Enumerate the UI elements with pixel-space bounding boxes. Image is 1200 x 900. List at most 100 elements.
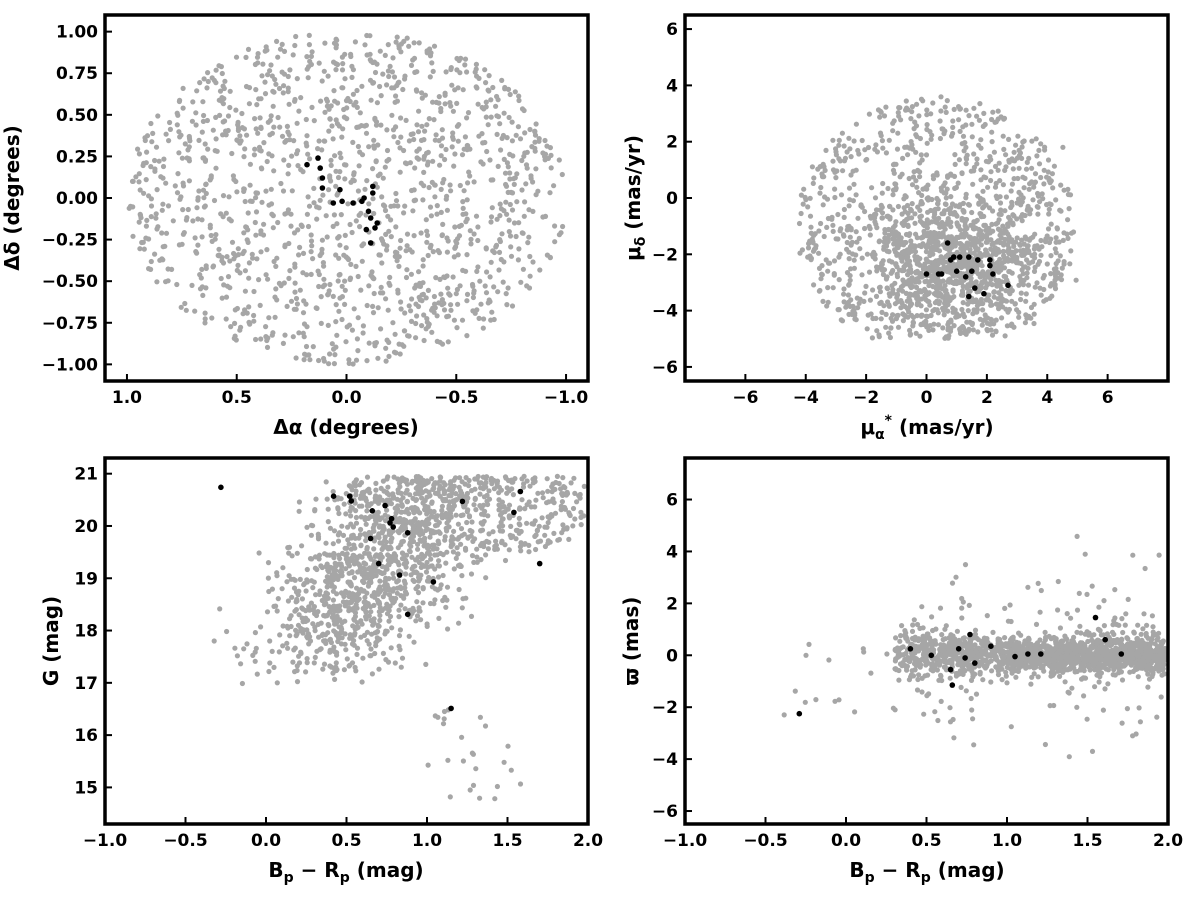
field-point: [430, 68, 436, 74]
field-point: [571, 475, 577, 481]
field-point: [265, 575, 271, 581]
field-point: [907, 231, 913, 237]
field-point: [255, 60, 261, 66]
field-point: [895, 324, 902, 330]
field-point: [341, 162, 348, 168]
field-point: [437, 162, 443, 168]
field-point: [1065, 217, 1071, 223]
field-point: [321, 638, 327, 644]
field-point: [144, 149, 150, 155]
field-point: [163, 230, 170, 236]
field-point: [311, 579, 317, 585]
field-point: [399, 509, 405, 515]
field-point: [880, 180, 886, 187]
field-point: [480, 474, 486, 480]
field-point: [903, 98, 909, 104]
field-point: [310, 621, 316, 627]
field-point: [268, 62, 274, 68]
field-point: [390, 495, 396, 501]
field-point: [485, 546, 491, 552]
field-point: [333, 573, 339, 579]
field-point: [258, 124, 264, 130]
field-point: [463, 268, 469, 274]
field-point: [910, 314, 917, 320]
field-point: [424, 559, 430, 566]
field-point: [367, 33, 373, 39]
field-point: [960, 300, 966, 306]
field-point: [993, 221, 999, 227]
field-point: [990, 629, 996, 636]
field-point: [268, 186, 274, 192]
field-point: [522, 199, 528, 205]
field-point: [435, 714, 441, 720]
field-point: [316, 634, 322, 640]
field-point: [1058, 208, 1064, 214]
field-point: [572, 490, 578, 496]
field-point: [908, 238, 914, 244]
field-point: [465, 180, 471, 186]
field-point: [542, 137, 548, 144]
field-point: [348, 513, 354, 519]
field-point: [327, 609, 333, 615]
field-point: [551, 530, 557, 537]
field-point: [395, 203, 401, 209]
field-point: [982, 222, 989, 228]
field-point: [244, 237, 250, 243]
field-point: [358, 287, 364, 293]
field-point: [376, 666, 382, 672]
field-point: [398, 134, 404, 140]
field-point: [375, 500, 382, 506]
field-point: [253, 336, 259, 343]
field-point: [995, 167, 1001, 173]
field-point: [166, 138, 172, 144]
x-tick-label: −6: [732, 388, 758, 408]
field-point: [892, 301, 899, 307]
field-point: [397, 169, 403, 175]
field-point: [969, 320, 976, 326]
field-point: [424, 239, 430, 245]
field-point: [431, 293, 437, 300]
field-point: [341, 593, 347, 600]
field-point: [319, 564, 325, 571]
field-point: [336, 510, 342, 517]
field-point: [559, 171, 565, 178]
field-point: [923, 307, 930, 313]
field-point: [425, 287, 431, 293]
field-point: [425, 564, 431, 570]
field-point: [429, 476, 435, 482]
field-point: [903, 107, 909, 113]
field-point: [970, 261, 976, 267]
field-point: [372, 340, 378, 346]
field-point: [836, 137, 842, 143]
field-point: [817, 190, 823, 196]
field-point: [450, 108, 456, 114]
field-point: [432, 137, 438, 143]
field-point: [525, 240, 531, 246]
field-point: [330, 293, 336, 299]
field-point: [221, 85, 227, 92]
field-point: [395, 139, 401, 146]
field-point: [983, 202, 989, 208]
field-point: [482, 283, 488, 289]
field-point: [341, 501, 347, 507]
field-point: [836, 142, 842, 148]
field-point: [474, 268, 480, 274]
field-point: [221, 282, 227, 288]
field-point: [346, 357, 352, 363]
field-point: [161, 156, 167, 162]
field-point: [346, 541, 352, 547]
field-point: [948, 172, 954, 178]
field-point: [362, 606, 368, 613]
field-point: [499, 231, 505, 237]
field-point: [280, 188, 287, 194]
field-point: [996, 269, 1002, 275]
field-point: [816, 250, 822, 256]
field-point: [308, 532, 314, 538]
field-point: [805, 245, 812, 251]
field-point: [521, 481, 527, 487]
field-point: [927, 323, 933, 329]
field-point: [361, 489, 367, 495]
field-point: [943, 195, 949, 201]
field-point: [415, 303, 422, 310]
member-point: [374, 220, 381, 226]
